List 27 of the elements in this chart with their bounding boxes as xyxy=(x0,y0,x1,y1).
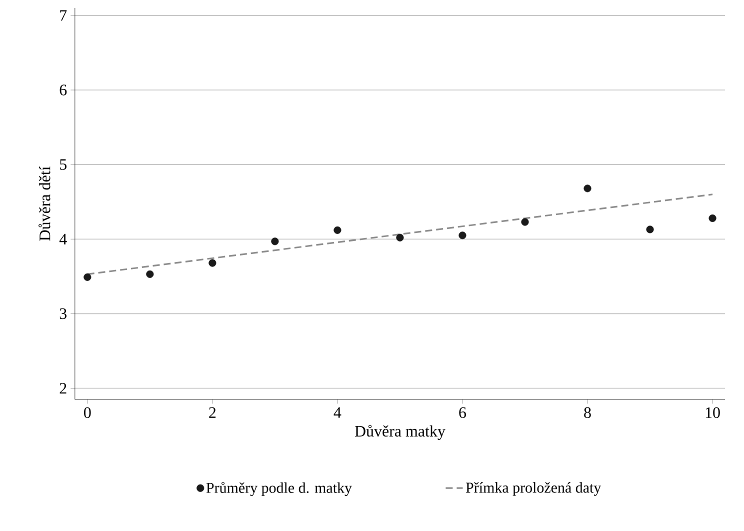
x-tick-label: 4 xyxy=(334,407,342,418)
point xyxy=(458,231,466,240)
x-tick-label: 2 xyxy=(209,407,216,418)
y-tick-label: 4 xyxy=(59,234,67,244)
point xyxy=(271,237,279,246)
x-axis-title: Důvěra matky xyxy=(354,424,446,440)
point xyxy=(84,273,92,281)
x-tick-label: 6 xyxy=(459,407,466,418)
point xyxy=(521,218,529,226)
x-tick-label: 10 xyxy=(706,407,720,418)
x-tick-label: 0 xyxy=(84,407,91,418)
point xyxy=(396,234,404,242)
y-tick-label: 5 xyxy=(60,159,66,170)
legend-label: Průměry podle d. matky xyxy=(206,482,352,496)
point xyxy=(208,259,216,267)
point xyxy=(584,184,592,192)
y-axis-title: Důvěra dětí xyxy=(38,166,50,241)
point xyxy=(334,226,342,234)
y-tick-label: 7 xyxy=(60,10,67,21)
legend-label: Přímka proložená daty xyxy=(466,482,602,496)
point xyxy=(146,270,154,278)
y-tick-label: 2 xyxy=(60,382,66,394)
x-tick-label: 8 xyxy=(584,407,591,418)
point xyxy=(708,214,716,222)
y-tick-label: 3 xyxy=(60,308,66,319)
y-tick-label: 6 xyxy=(60,84,67,96)
point xyxy=(646,226,654,234)
